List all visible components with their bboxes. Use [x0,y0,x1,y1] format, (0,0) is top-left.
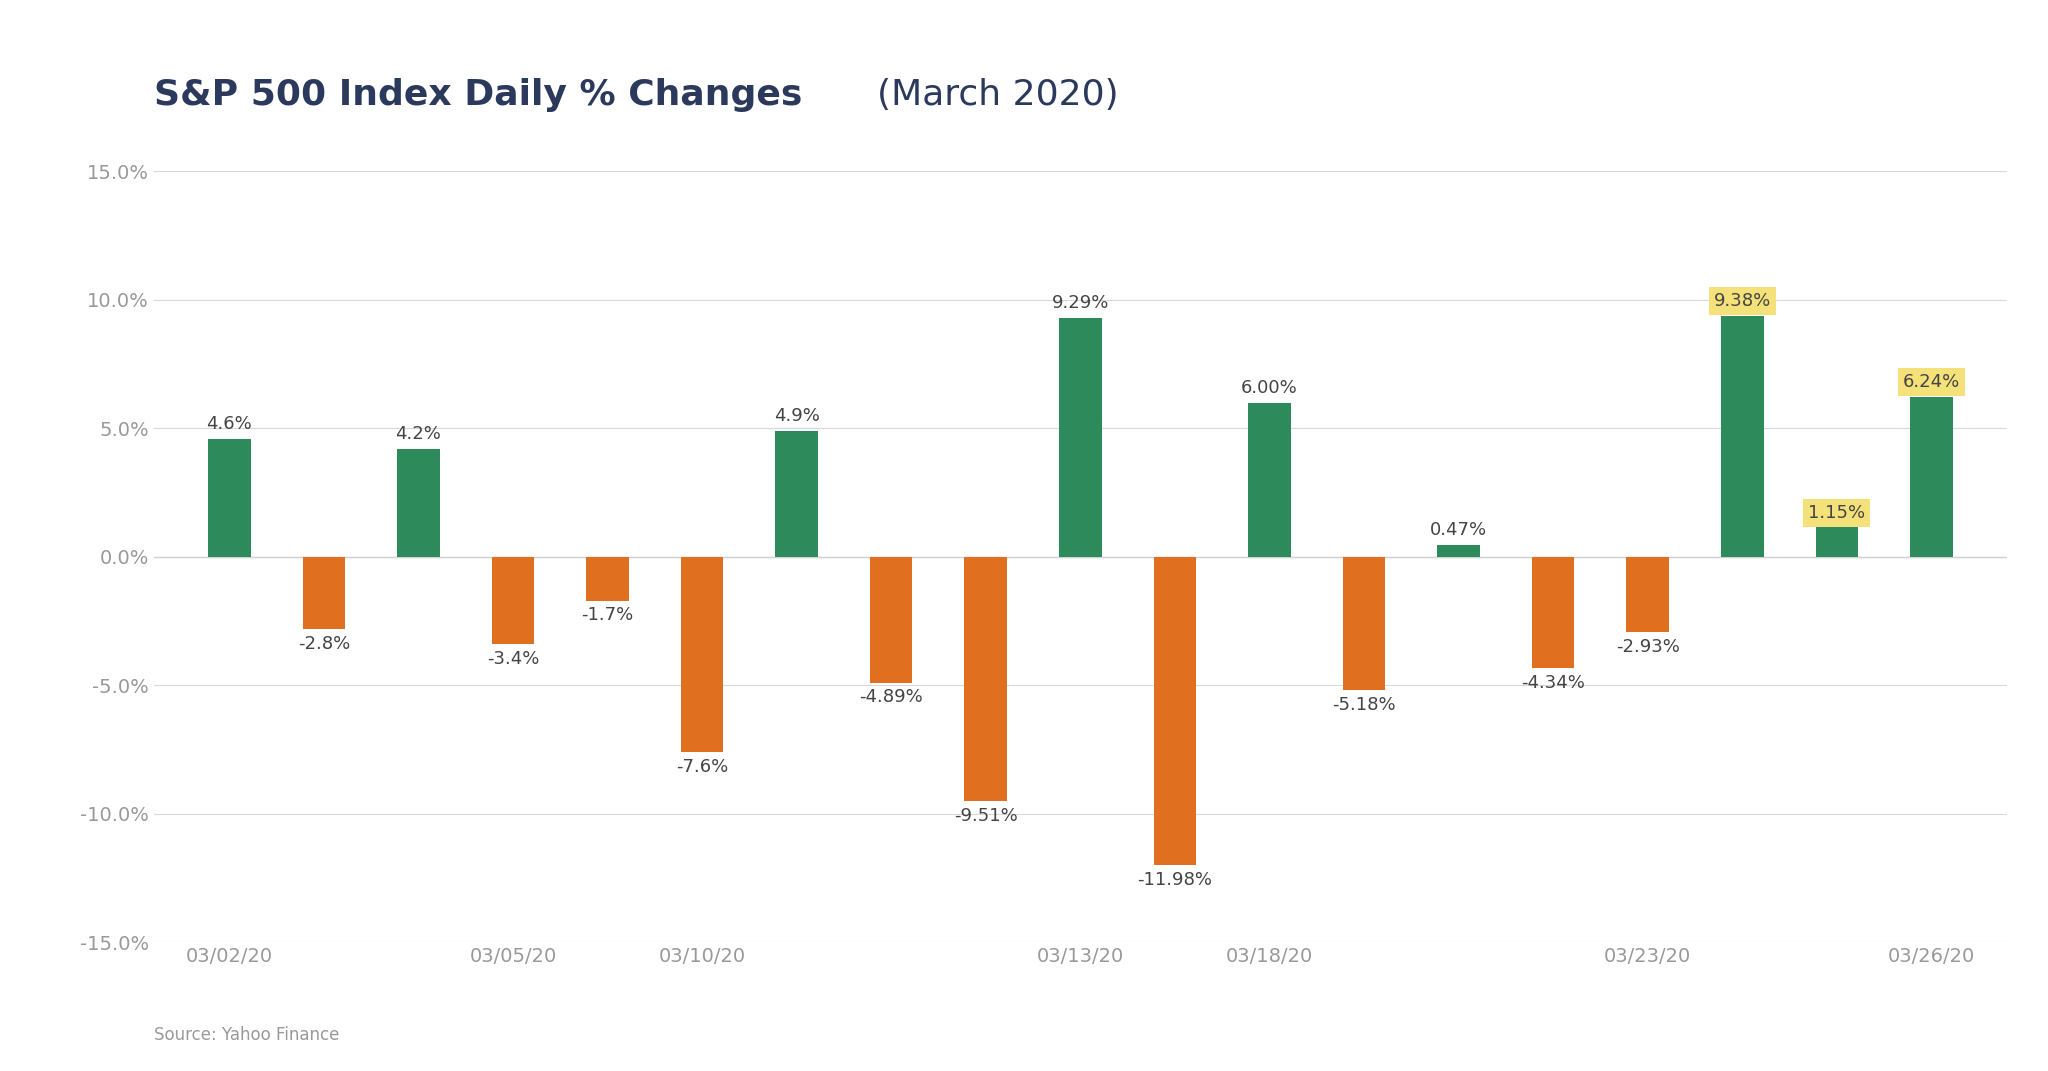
Text: -7.6%: -7.6% [676,758,729,775]
Bar [1438,545,1481,557]
Text: -4.89%: -4.89% [860,689,924,706]
Bar [965,557,1008,801]
Text: 0.47%: 0.47% [1430,522,1487,539]
Text: -4.34%: -4.34% [1522,674,1585,692]
Text: 4.9%: 4.9% [774,407,819,425]
Text: (March 2020): (March 2020) [854,78,1118,112]
Bar [680,557,723,752]
Bar [1911,396,1952,557]
Text: -1.7%: -1.7% [582,606,633,624]
Text: -2.93%: -2.93% [1616,638,1679,655]
Text: 4.2%: 4.2% [395,425,440,443]
Text: 4.6%: 4.6% [207,416,252,433]
Text: -9.51%: -9.51% [954,808,1018,825]
Text: S&P 500 Index Daily % Changes: S&P 500 Index Daily % Changes [154,78,803,112]
Bar [397,449,440,557]
Bar [1343,557,1384,690]
Bar [1153,557,1196,865]
Bar [303,557,346,629]
Bar [586,557,629,601]
Bar [1815,527,1858,557]
Text: 1.15%: 1.15% [1808,503,1866,522]
Text: 6.00%: 6.00% [1241,379,1298,397]
Bar [870,557,913,682]
Bar [776,431,817,557]
Text: -5.18%: -5.18% [1331,696,1397,713]
Bar [492,557,535,645]
Bar [1532,557,1575,668]
Text: -3.4%: -3.4% [487,650,539,668]
Bar [1247,403,1290,557]
Bar [1059,318,1102,557]
Text: 9.38%: 9.38% [1714,292,1772,311]
Bar [209,439,250,557]
Text: 9.29%: 9.29% [1051,295,1110,313]
Bar [1720,316,1763,557]
Bar [1626,557,1669,632]
Text: 6.24%: 6.24% [1903,373,1960,391]
Text: Source: Yahoo Finance: Source: Yahoo Finance [154,1026,340,1044]
Text: -2.8%: -2.8% [297,634,350,652]
Text: -11.98%: -11.98% [1137,871,1212,889]
